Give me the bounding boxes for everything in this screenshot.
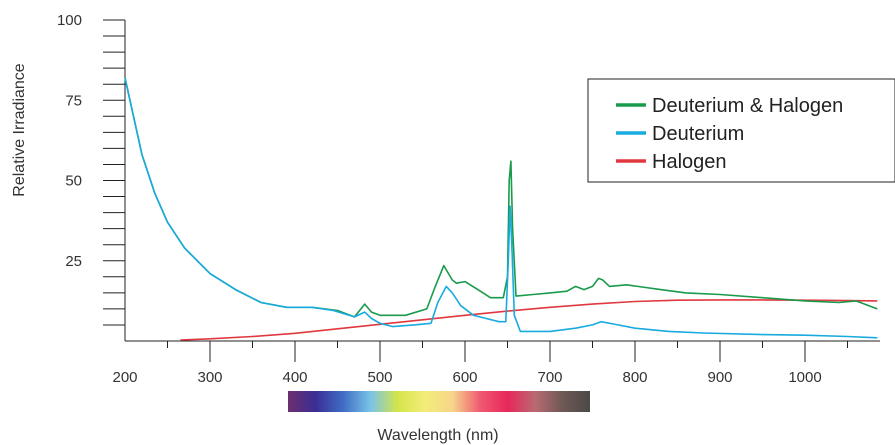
x-tick-label: 500 <box>367 369 392 386</box>
x-tick-label: 900 <box>707 369 732 386</box>
y-axis-title: Relative Irradiance <box>11 63 28 197</box>
series-line-deuterium <box>124 77 878 339</box>
x-tick-label: 600 <box>452 369 477 386</box>
legend: Deuterium & Halogen Deuterium Halogen <box>587 78 895 183</box>
y-ticks <box>103 19 125 326</box>
x-tick-label: 400 <box>282 369 307 386</box>
spectrum-bar <box>288 391 590 412</box>
x-axis: 200 300 400 500 600 700 800 900 1000 <box>112 340 880 386</box>
series-line-halogen <box>180 299 878 341</box>
y-tick-label: 75 <box>65 92 82 109</box>
legend-label-deuterium: Deuterium <box>652 123 744 145</box>
series-layer <box>124 77 878 341</box>
x-tick-label: 200 <box>112 369 137 386</box>
x-tick-label: 700 <box>537 369 562 386</box>
x-tick-label: 800 <box>622 369 647 386</box>
y-tick-labels: 25 50 75 100 <box>57 12 82 270</box>
x-tick-label: 300 <box>197 369 222 386</box>
x-tick-labels: 200 300 400 500 600 700 800 900 1000 <box>112 369 821 386</box>
x-axis-title: Wavelength (nm) <box>377 427 498 444</box>
x-ticks <box>167 341 848 362</box>
legend-label-deuterium-halogen: Deuterium & Halogen <box>652 95 843 117</box>
legend-label-halogen: Halogen <box>652 151 727 173</box>
legend-box <box>587 78 895 183</box>
y-tick-label: 100 <box>57 12 82 29</box>
y-tick-label: 25 <box>65 253 82 270</box>
y-tick-label: 50 <box>65 173 82 190</box>
y-axis: 25 50 75 100 Relative Irradiance <box>11 12 126 341</box>
legend-items: Deuterium & Halogen Deuterium Halogen <box>616 95 843 173</box>
x-tick-label: 1000 <box>788 369 821 386</box>
